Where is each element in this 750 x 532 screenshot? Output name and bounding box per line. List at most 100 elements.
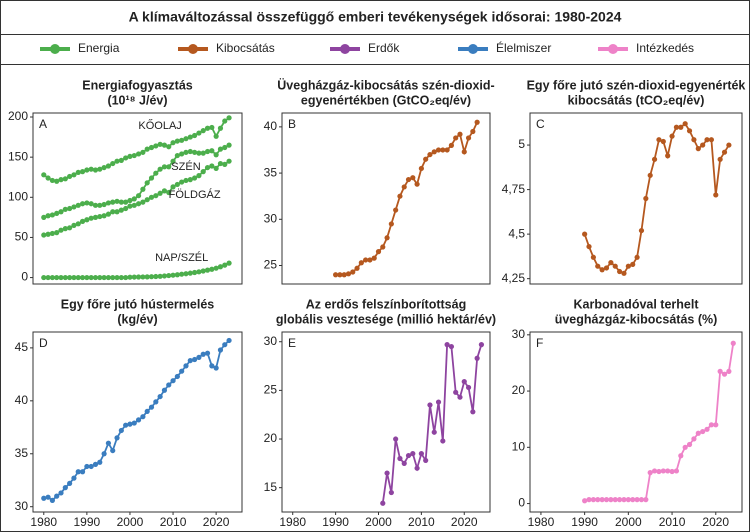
data-point — [144, 146, 150, 152]
data-point — [726, 368, 732, 374]
data-point — [101, 274, 107, 281]
data-point — [170, 378, 176, 384]
y-tick-label: 25 — [264, 383, 278, 397]
data-point — [101, 201, 107, 208]
data-point — [191, 356, 198, 363]
data-point — [222, 118, 228, 124]
data-point — [161, 164, 168, 170]
y-tick-label: 40 — [15, 393, 29, 407]
data-point — [191, 132, 198, 139]
data-point — [131, 202, 137, 208]
data-point — [110, 209, 116, 215]
data-point — [191, 269, 198, 276]
data-point — [209, 124, 215, 131]
data-point — [71, 204, 77, 210]
data-point — [647, 172, 653, 178]
data-point — [200, 268, 206, 274]
data-point — [118, 427, 124, 434]
data-point — [333, 272, 339, 278]
data-point — [153, 193, 159, 199]
data-point — [101, 213, 107, 219]
data-point — [135, 151, 142, 157]
data-point — [704, 426, 710, 432]
y-tick-label: 20 — [512, 383, 526, 397]
data-point — [135, 201, 142, 207]
legend-marker — [188, 44, 198, 54]
data-point — [101, 451, 107, 457]
data-point — [127, 153, 133, 159]
data-point — [608, 260, 614, 266]
legend-label: Intézkedés — [636, 41, 694, 55]
y-tick-label: 5 — [518, 137, 525, 151]
x-tick-label: 1980 — [528, 515, 555, 529]
data-point — [157, 190, 163, 196]
x-tick-label: 2020 — [451, 515, 478, 529]
data-point — [444, 342, 450, 348]
data-point — [179, 368, 185, 374]
data-point — [384, 470, 390, 476]
data-point — [448, 343, 455, 350]
data-point — [49, 230, 55, 237]
data-point — [118, 157, 124, 163]
data-point — [183, 149, 189, 155]
legend-marker — [468, 44, 478, 54]
data-point — [62, 226, 68, 232]
data-point — [148, 404, 155, 410]
data-point — [148, 175, 155, 181]
data-point — [54, 178, 60, 184]
figure-title: A klímaváltozással összefüggő emberi tev… — [129, 9, 622, 25]
data-point — [717, 368, 723, 374]
data-point — [144, 274, 150, 280]
data-point — [49, 274, 55, 281]
data-point — [114, 158, 120, 164]
data-point — [131, 420, 137, 426]
y-tick-label: 4,5 — [508, 226, 525, 240]
data-point — [590, 497, 596, 503]
data-point — [380, 500, 386, 506]
data-point — [669, 468, 675, 475]
y-tick-label: 200 — [8, 109, 28, 123]
data-point — [665, 468, 671, 474]
data-point — [127, 421, 133, 427]
data-point — [174, 152, 180, 159]
data-point — [431, 149, 437, 155]
data-point — [127, 274, 133, 280]
data-point — [196, 354, 202, 361]
data-point — [358, 260, 364, 266]
y-tick-label: 50 — [15, 230, 29, 244]
y-tick-label: 100 — [8, 189, 28, 203]
data-point — [414, 181, 420, 187]
data-point — [54, 230, 60, 236]
data-point — [209, 363, 215, 369]
data-point — [397, 455, 403, 462]
data-point — [148, 194, 155, 200]
data-point — [630, 261, 636, 268]
data-point — [67, 173, 73, 180]
series-line — [381, 343, 483, 504]
data-point — [582, 498, 588, 504]
data-point — [174, 181, 180, 188]
data-point — [217, 160, 224, 167]
data-point — [200, 128, 206, 134]
data-point — [341, 272, 347, 278]
data-point — [470, 128, 476, 135]
data-point — [148, 274, 155, 280]
panel-label: D — [39, 336, 48, 350]
plot-area — [281, 112, 491, 285]
y-tick-label: 30 — [264, 211, 278, 225]
data-point — [222, 342, 228, 348]
data-point — [140, 414, 146, 420]
data-point — [363, 257, 369, 263]
x-tick-label: 1980 — [279, 515, 306, 529]
y-tick-label: 0 — [21, 270, 28, 284]
data-point — [118, 207, 124, 213]
series-annotation: NAP/SZÉL — [155, 251, 208, 264]
x-tick-label: 2010 — [408, 515, 435, 529]
data-point — [191, 175, 198, 181]
panel-label: C — [536, 117, 545, 131]
data-point — [686, 441, 693, 448]
data-point — [617, 268, 623, 275]
data-point — [226, 115, 232, 121]
panel-label: B — [288, 117, 296, 131]
